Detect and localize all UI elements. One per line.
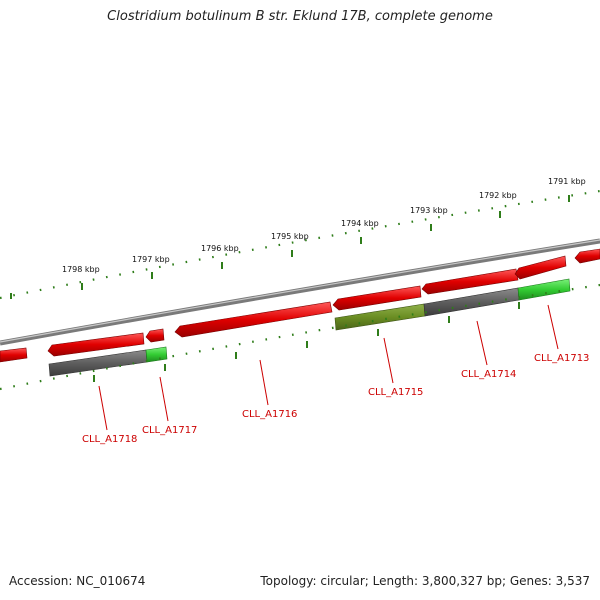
kbp-label-1791: 1791 kbp [548,177,586,186]
kbp-label-1794: 1794 kbp [341,219,379,228]
gene-label-cll-a1713[interactable]: CLL_A1713 [534,353,589,364]
kbp-label-1795: 1795 kbp [271,232,309,241]
gene-arrow-cll-a1714-fwd[interactable] [421,268,519,295]
kbp-label-1797: 1797 kbp [132,255,170,264]
forward-strand-genes [0,248,600,363]
kbp-label-1798: 1798 kbp [62,265,100,274]
gene-label-cll-a1716[interactable]: CLL_A1716 [242,409,297,420]
gene-arrow-right-edge[interactable] [574,248,600,264]
gene-label-cll-a1718[interactable]: CLL_A1718 [82,434,137,445]
gene-arrow-cll-a1717[interactable] [145,328,165,343]
outer-major-ticks [10,195,570,299]
feature-block-cll-a1713[interactable] [517,278,571,301]
gene-arrow-cll-a1718[interactable] [47,332,145,357]
outer-tick-ring [0,189,600,300]
feature-blocks [48,278,571,377]
inner-major-ticks [93,302,520,382]
kbp-label-1792: 1792 kbp [479,191,517,200]
genome-stats-text: Topology: circular; Length: 3,800,327 bp… [260,574,590,588]
feature-block-cll-a1717[interactable] [145,346,168,363]
gene-label-cll-a1715[interactable]: CLL_A1715 [368,387,423,398]
kbp-label-1796: 1796 kbp [201,244,239,253]
genome-backbone [0,238,600,346]
gene-label-cll-a1717[interactable]: CLL_A1717 [142,425,197,436]
accession-text: Accession: NC_010674 [9,574,146,588]
gene-arrow-cll-a1716[interactable] [174,301,333,338]
gene-label-cll-a1714[interactable]: CLL_A1714 [461,369,516,380]
gene-arrow-cll-a1713-fwd[interactable] [514,255,567,280]
gene-arrow-left-edge[interactable] [0,347,28,363]
label-leaders [98,304,559,431]
gene-arrow-cll-a1715-fwd[interactable] [332,285,422,311]
kbp-label-1793: 1793 kbp [410,206,448,215]
map-title: Clostridium botulinum B str. Eklund 17B,… [107,9,493,24]
